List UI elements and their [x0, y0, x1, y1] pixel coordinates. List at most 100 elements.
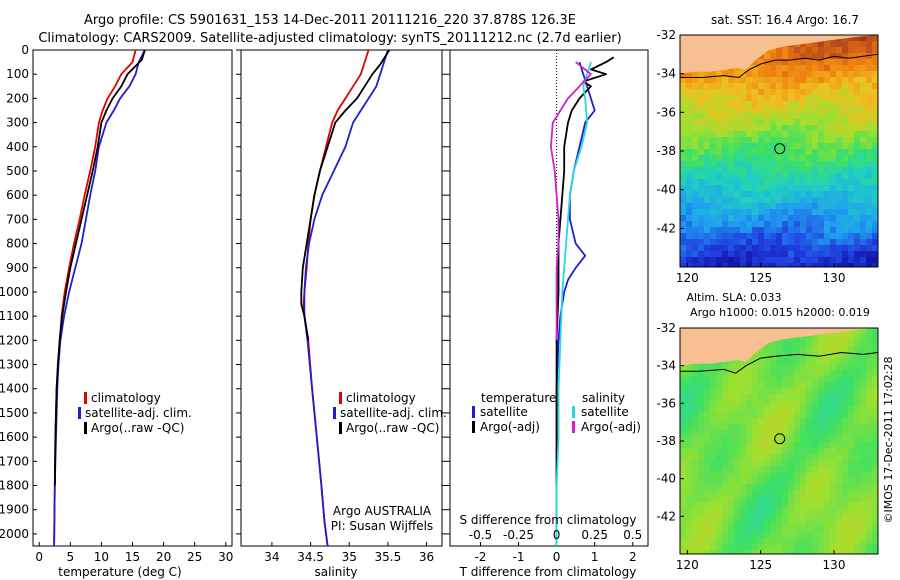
- sst-grid-cell: [764, 185, 771, 192]
- sla-grid-cell: [806, 394, 813, 401]
- sst-grid-cell: [740, 95, 747, 102]
- sla-grid-cell: [806, 538, 813, 545]
- sst-grid-cell: [746, 191, 753, 198]
- sst-grid-cell: [776, 59, 783, 66]
- sst-grid-cell: [692, 227, 699, 234]
- sla-grid-cell: [716, 442, 723, 449]
- sla-grid-cell: [794, 502, 801, 509]
- sst-grid-cell: [818, 83, 825, 90]
- sst-grid-cell: [704, 125, 711, 132]
- sla-grid-cell: [848, 538, 855, 545]
- sla-grid-cell: [860, 532, 867, 539]
- pi-text: PI: Susan Wijffels: [331, 519, 433, 533]
- sst-grid-cell: [728, 239, 735, 246]
- sst-grid-cell: [680, 95, 687, 102]
- sla-grid-cell: [842, 454, 849, 461]
- sst-grid-cell: [806, 197, 813, 204]
- sla-grid-cell: [848, 520, 855, 527]
- sla-grid-cell: [752, 460, 759, 467]
- sst-grid-cell: [866, 47, 873, 54]
- sst-grid-cell: [836, 101, 843, 108]
- sla-grid-cell: [770, 496, 777, 503]
- sst-grid-cell: [860, 125, 867, 132]
- sla-grid-cell: [812, 370, 819, 377]
- sst-grid-cell: [692, 233, 699, 240]
- sst-grid-cell: [776, 149, 783, 156]
- sst-grid-cell: [866, 167, 873, 174]
- sst-grid-cell: [746, 257, 753, 264]
- sla-grid-cell: [704, 376, 711, 383]
- sla-grid-cell: [698, 466, 705, 473]
- sla-grid-cell: [734, 496, 741, 503]
- sst-grid-cell: [692, 161, 699, 168]
- sla-grid-cell: [692, 412, 699, 419]
- sla-grid-cell: [770, 490, 777, 497]
- sst-grid-cell: [734, 101, 741, 108]
- sla-grid-cell: [842, 442, 849, 449]
- sst-grid-cell: [854, 113, 861, 120]
- sla-grid-cell: [746, 376, 753, 383]
- sla-grid-cell: [686, 364, 693, 371]
- sst-grid-cell: [728, 263, 735, 267]
- sla-grid-cell: [788, 436, 795, 443]
- sst-grid-cell: [734, 251, 741, 258]
- sla-grid-cell: [794, 514, 801, 521]
- sst-grid-cell: [752, 125, 759, 132]
- sst-grid-cell: [728, 221, 735, 228]
- sla-grid-cell: [818, 550, 825, 554]
- sst-grid-cell: [800, 143, 807, 150]
- sst-grid-cell: [758, 161, 765, 168]
- sst-grid-cell: [680, 167, 687, 174]
- sla-grid-cell: [740, 484, 747, 491]
- sst-grid-cell: [806, 155, 813, 162]
- sst-grid-cell: [860, 227, 867, 234]
- sst-grid-cell: [866, 221, 873, 228]
- sla-grid-cell: [758, 418, 765, 425]
- sla-grid-cell: [746, 448, 753, 455]
- sla-grid-cell: [812, 358, 819, 365]
- depth-tick-label: 900: [6, 261, 29, 275]
- sst-grid-cell: [728, 95, 735, 102]
- sla-grid-cell: [806, 430, 813, 437]
- sst-grid-cell: [710, 239, 717, 246]
- legend-swatch-argo-raw-s: [339, 422, 342, 434]
- sla-grid-cell: [710, 490, 717, 497]
- sla-grid-cell: [716, 520, 723, 527]
- sla-grid-cell: [866, 388, 873, 395]
- sst-grid-cell: [764, 119, 771, 126]
- sst-grid-cell: [680, 161, 687, 168]
- sst-grid-cell: [746, 143, 753, 150]
- sst-grid-cell: [794, 161, 801, 168]
- sst-grid-cell: [812, 245, 819, 252]
- sla-grid-cell: [836, 430, 843, 437]
- sst-grid-cell: [830, 257, 837, 264]
- sst-grid-cell: [776, 71, 783, 78]
- sla-grid-cell: [854, 472, 861, 479]
- sst-grid-cell: [746, 185, 753, 192]
- sla-grid-cell: [740, 448, 747, 455]
- sst-grid-cell: [842, 233, 849, 240]
- sst-grid-cell: [758, 239, 765, 246]
- sla-grid-cell: [776, 346, 783, 353]
- sst-grid-cell: [848, 173, 855, 180]
- lat-tick-label: -40: [656, 183, 676, 197]
- sla-grid-cell: [770, 340, 777, 347]
- sst-grid-cell: [848, 161, 855, 168]
- sst-grid-cell: [800, 113, 807, 120]
- sla-grid-cell: [872, 346, 878, 353]
- sla-grid-cell: [770, 346, 777, 353]
- sst-grid-cell: [776, 227, 783, 234]
- sla-grid-cell: [752, 430, 759, 437]
- sla-grid-cell: [872, 442, 878, 449]
- sla-grid-cell: [866, 376, 873, 383]
- sla-grid-cell: [824, 400, 831, 407]
- sla-grid-cell: [734, 538, 741, 545]
- sst-grid-cell: [806, 167, 813, 174]
- sst-grid-cell: [794, 131, 801, 138]
- sst-grid-cell: [734, 107, 741, 114]
- sla-grid-cell: [800, 442, 807, 449]
- sst-grid-cell: [854, 125, 861, 132]
- sla-grid-cell: [800, 346, 807, 353]
- sst-grid-cell: [824, 233, 831, 240]
- sst-grid-cell: [680, 191, 687, 198]
